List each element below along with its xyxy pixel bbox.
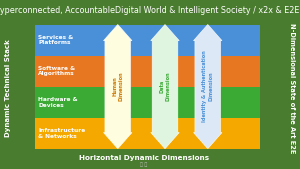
Text: Human
Dimension: Human Dimension: [112, 72, 123, 101]
Text: Data
Dimension: Data Dimension: [160, 72, 170, 101]
Text: Ⓒ ⓒ: Ⓒ ⓒ: [140, 162, 148, 167]
Bar: [34, 87, 260, 118]
Text: N-Dimensional State of the Art E2E: N-Dimensional State of the Art E2E: [289, 23, 295, 153]
Polygon shape: [194, 25, 222, 149]
Text: Dynamic Technical Stack: Dynamic Technical Stack: [5, 39, 11, 137]
Polygon shape: [103, 25, 132, 149]
Text: Hardware &
Devices: Hardware & Devices: [38, 97, 78, 107]
Text: Services &
Platforms: Services & Platforms: [38, 35, 73, 45]
Text: Hyperconnected, AccountableDigital World & Intelligent Society / x2x & E2E: Hyperconnected, AccountableDigital World…: [0, 6, 300, 16]
Text: Software &
Algorithms: Software & Algorithms: [38, 66, 75, 77]
Text: Horizontal Dynamic Dimensions: Horizontal Dynamic Dimensions: [79, 155, 209, 161]
Text: Infrastructure
& Networks: Infrastructure & Networks: [38, 128, 85, 139]
Bar: [34, 118, 260, 149]
Bar: [34, 25, 260, 56]
Polygon shape: [151, 25, 179, 149]
Bar: [34, 56, 260, 87]
Text: Identity & Authentication
Dimension: Identity & Authentication Dimension: [202, 51, 213, 123]
